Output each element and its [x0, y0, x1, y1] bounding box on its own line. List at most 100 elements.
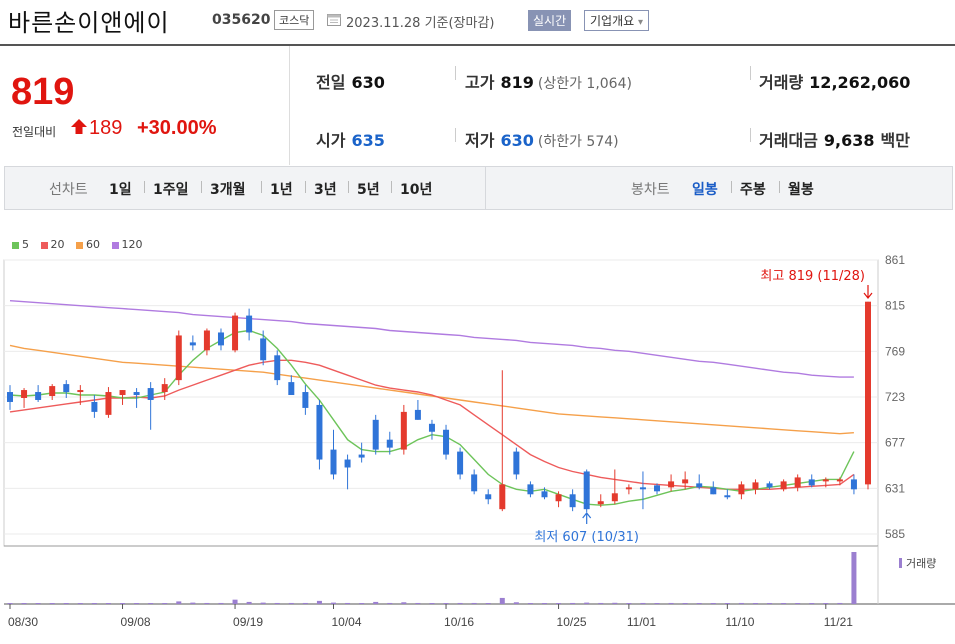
volume-bar — [640, 602, 646, 604]
volume-bar — [471, 602, 477, 604]
candle-option-daily[interactable]: 일봉 — [692, 182, 718, 198]
high-value: 819 — [500, 73, 534, 92]
volume: 거래량 12,262,060 — [759, 69, 910, 93]
candle-body — [358, 454, 365, 458]
candle-body — [232, 315, 239, 351]
line-option-1d[interactable]: 1일 — [109, 182, 132, 198]
volume-bar — [63, 603, 69, 604]
candle-body — [766, 483, 773, 488]
volume-bar — [823, 603, 829, 604]
divider — [731, 181, 732, 193]
low-label: 저가 — [465, 131, 495, 150]
realtime-button[interactable]: 실시간 — [528, 10, 572, 31]
volume-bar — [710, 603, 716, 604]
candle-body — [63, 384, 70, 393]
candle-body — [865, 301, 871, 485]
divider — [750, 66, 751, 80]
candle-body — [35, 392, 42, 400]
volume-bar — [570, 602, 576, 604]
volume-bar — [204, 602, 210, 604]
candle-body — [443, 429, 450, 455]
candle-body — [428, 423, 435, 432]
line-option-1y[interactable]: 1년 — [270, 182, 293, 198]
volume-bar — [190, 602, 196, 604]
candle-body — [344, 459, 351, 468]
volume-bar — [584, 602, 590, 604]
low-price: 저가 630 (하한가 574) — [465, 127, 619, 151]
y-tick-label: 585 — [885, 527, 905, 541]
up-arrow-icon — [71, 119, 87, 134]
candle-body — [49, 386, 56, 397]
y-tick-label: 631 — [885, 481, 905, 495]
candle-body — [119, 390, 126, 396]
volume-bar — [288, 602, 294, 604]
candle-body — [175, 335, 182, 381]
corp-overview-button[interactable]: 기업개요 ▾ — [584, 10, 650, 31]
x-tick-label: 11/21 — [824, 615, 853, 629]
quote-grid: 전일 630 고가 819 (상한가 1,064) 거래량 12,262,060 시가 6… — [290, 46, 955, 165]
trade-amount: 거래대금 9,638 백만 — [759, 127, 910, 151]
y-tick-label: 723 — [885, 390, 905, 404]
x-tick-label: 11/10 — [725, 615, 754, 629]
line-option-10y[interactable]: 10년 — [400, 182, 433, 198]
volume-bar — [120, 603, 126, 604]
chevron-down-icon: ▾ — [638, 17, 644, 28]
volume-bar — [359, 603, 365, 604]
candle-body — [91, 401, 98, 412]
volume-bar — [795, 603, 801, 604]
candle-body — [400, 411, 407, 450]
candle-option-weekly[interactable]: 주봉 — [740, 182, 766, 198]
candle-body — [161, 384, 168, 393]
upper-limit: (상한가 1,064) — [537, 76, 632, 92]
volume-bar — [837, 602, 843, 604]
x-tick-label: 08/30 — [8, 615, 38, 629]
volume-value: 12,262,060 — [809, 73, 911, 92]
candle-body — [414, 409, 421, 420]
max-annotation: 최고 819 (11/28) — [760, 269, 865, 284]
volume-bar — [218, 602, 224, 604]
line-option-3m[interactable]: 3개월 — [210, 182, 246, 198]
candle-body — [555, 494, 562, 502]
line-option-1w[interactable]: 1주일 — [153, 182, 189, 198]
change-percent: +30.00% — [137, 117, 217, 139]
candle-option-monthly[interactable]: 월봉 — [788, 182, 814, 198]
candle-body — [21, 390, 28, 398]
period-bar: 선차트 1일 1주일 3개월 1년 3년 5년 10년 봉차트 일봉 주봉 월봉 — [4, 166, 953, 210]
volume-bar — [148, 603, 154, 604]
line-option-5y[interactable]: 5년 — [357, 182, 380, 198]
line-option-3y[interactable]: 3년 — [314, 182, 337, 198]
volume-bar — [556, 603, 562, 604]
volume-bar — [232, 599, 238, 604]
volume-bar — [809, 603, 815, 604]
candle-chart-label: 봉차트 — [631, 182, 670, 198]
candlestick-chart: 861 815 769 723 677 631 585 거래량 08/30 09/08 09/19 1… — [3, 253, 955, 629]
divider — [261, 181, 262, 193]
volume-bar — [105, 603, 111, 604]
candle-body — [654, 485, 661, 492]
candle-body — [302, 392, 309, 408]
price-summary: 819 전일대비 189 +30.00% — [0, 46, 290, 165]
low-value: 630 — [500, 131, 534, 150]
volume-bar — [499, 597, 505, 604]
volume-bar — [457, 602, 463, 604]
volume-label: 거래량 — [759, 73, 804, 92]
amount-value: 9,638 — [823, 131, 875, 150]
candle-body — [752, 482, 759, 490]
x-tick-label: 10/04 — [332, 615, 362, 629]
volume-bar — [316, 600, 322, 604]
stock-code: 035620 — [212, 12, 271, 28]
volume-bar — [134, 603, 140, 604]
volume-bar — [767, 603, 773, 604]
chart-legend: 5 20 60 120 — [12, 238, 151, 251]
volume-bar — [724, 603, 730, 604]
date-text: 2023.11.28 기준(장마감) — [346, 16, 495, 31]
ma120-line — [9, 300, 854, 378]
legend-ma60: 60 — [76, 238, 100, 251]
candle-body — [724, 495, 731, 498]
volume-bar — [527, 603, 533, 604]
legend-ma120-label: 120 — [121, 238, 143, 251]
candle-body — [274, 355, 281, 381]
legend-ma5: 5 — [12, 238, 29, 251]
calendar-icon — [327, 14, 341, 26]
volume-bar — [387, 602, 393, 604]
